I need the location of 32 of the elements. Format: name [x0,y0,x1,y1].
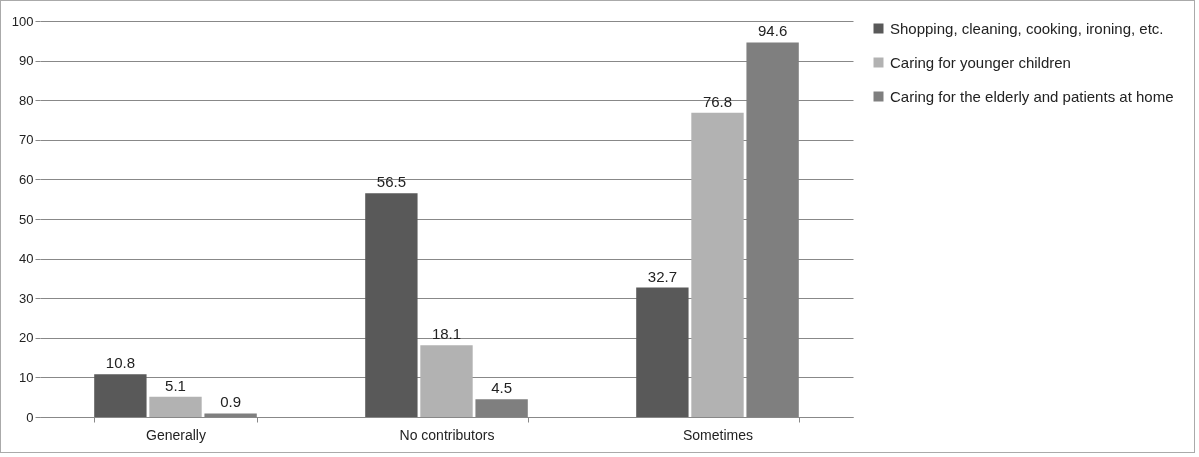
y-tick-label: 50 [19,211,34,227]
y-tick-label: 90 [19,53,34,69]
y-tick-label: 60 [19,171,34,187]
data-label: 0.9 [220,393,242,411]
y-tick-label: 10 [19,369,34,385]
bar [94,374,147,417]
bar [691,112,744,417]
y-tick-label: 70 [19,132,34,148]
x-tick-label: Generally [146,426,206,443]
y-tick-label: 100 [11,13,34,29]
y-tick-label: 30 [19,290,34,306]
bar [636,287,689,417]
x-tick-label: No contributors [399,426,495,443]
x-tick-label: Sometimes [682,426,754,443]
legend-label: Caring for the elderly and patients at home [890,87,1174,105]
data-label: 5.1 [165,376,186,394]
bar [420,345,473,417]
data-label: 94.6 [758,22,788,40]
bar [365,193,418,417]
y-tick-label: 20 [19,330,34,346]
bar [149,396,202,417]
data-label: 4.5 [491,379,513,397]
data-label: 18.1 [431,325,462,343]
data-label: 32.7 [647,267,677,285]
legend-label: Caring for younger children [890,53,1071,71]
y-tick-label: 40 [19,251,34,267]
y-tick-label: 80 [19,92,34,108]
legend-label: Shopping, cleaning, cooking, ironing, etc. [890,19,1164,37]
data-label: 56.5 [376,173,406,191]
y-tick-label: 0 [26,409,34,425]
data-label: 10.8 [105,354,135,372]
data-label: 76.8 [702,92,733,110]
